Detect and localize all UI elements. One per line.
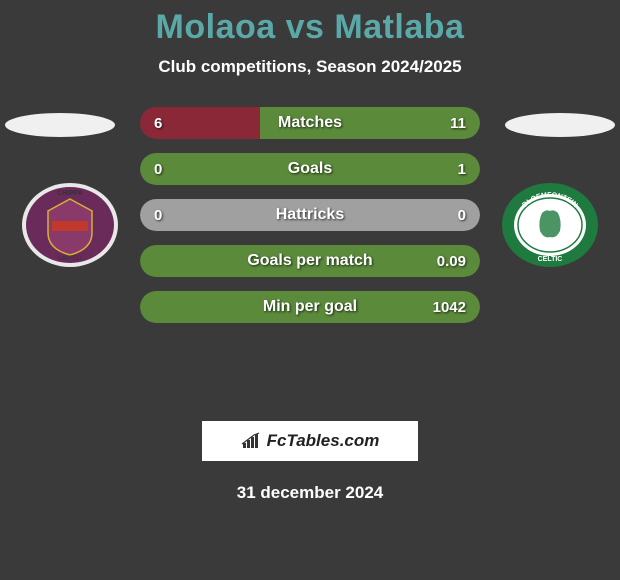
- svg-text:UNITED: UNITED: [59, 256, 82, 262]
- stat-value-right: 1: [444, 153, 480, 185]
- stat-value-left: [140, 245, 168, 277]
- player-avatar-right: [505, 113, 615, 137]
- date-text: 31 december 2024: [0, 483, 620, 503]
- stat-label: Hattricks: [140, 199, 480, 231]
- subtitle: Club competitions, Season 2024/2025: [0, 57, 620, 77]
- svg-text:CHIPPA: CHIPPA: [57, 190, 83, 197]
- svg-text:CELTIC: CELTIC: [538, 256, 563, 263]
- player-avatar-left: [5, 113, 115, 137]
- stat-value-right: 0: [444, 199, 480, 231]
- stat-value-left: 6: [140, 107, 176, 139]
- brand-text: FcTables.com: [267, 431, 380, 451]
- page-title: Molaoa vs Matlaba: [0, 8, 620, 47]
- club-badge-right: BLOEMFONTEIN CELTIC: [500, 181, 600, 269]
- club-badge-left: CHIPPA UNITED: [20, 181, 120, 269]
- stat-label: Matches: [140, 107, 480, 139]
- stat-label: Goals: [140, 153, 480, 185]
- brand-badge: FcTables.com: [202, 421, 418, 461]
- stat-row: Goals per match0.09: [140, 245, 480, 277]
- stat-value-right: 1042: [419, 291, 480, 323]
- stat-value-left: 0: [140, 153, 176, 185]
- stat-row: Goals0 1: [140, 153, 480, 185]
- main-area: CHIPPA UNITED BLOEMFONTEIN CELTIC Matche…: [0, 107, 620, 407]
- chart-icon: [241, 432, 263, 450]
- stat-value-right: 0.09: [423, 245, 480, 277]
- stats-bars: Matches611Goals01Hattricks00Goals per ma…: [140, 107, 480, 337]
- stat-row: Matches6 11: [140, 107, 480, 139]
- comparison-card: Molaoa vs Matlaba Club competitions, Sea…: [0, 0, 620, 503]
- stat-value-left: 0: [140, 199, 176, 231]
- stat-value-right: 11: [436, 107, 480, 139]
- stat-row: Min per goal1042: [140, 291, 480, 323]
- stat-row: Hattricks0 0: [140, 199, 480, 231]
- stat-value-left: [140, 291, 168, 323]
